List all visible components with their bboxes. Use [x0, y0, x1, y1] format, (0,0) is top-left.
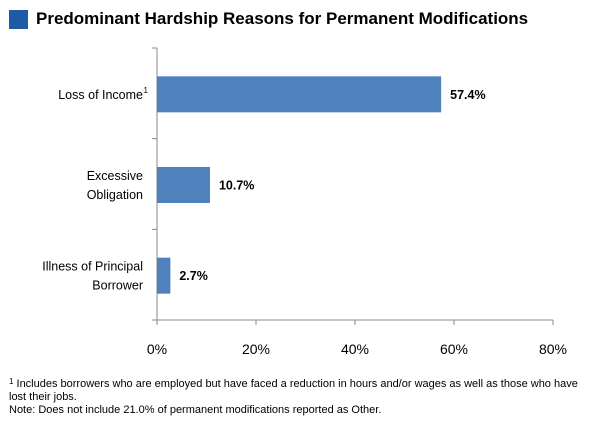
footnote-1: 1 Includes borrowers who are employed bu… [9, 378, 587, 404]
footnotes: 1 Includes borrowers who are employed bu… [9, 378, 587, 417]
category-label: Excessive [87, 169, 143, 183]
x-tick-label: 20% [242, 341, 270, 357]
footnote-2: Note: Does not include 21.0% of permanen… [9, 404, 382, 416]
chart-title: Predominant Hardship Reasons for Permane… [36, 9, 529, 28]
x-tick-label: 40% [341, 341, 369, 357]
title-marker [9, 10, 28, 29]
labels: 0% 20% 40% 60% 80% 57.4% Loss of Income 1 10.7% E… [42, 86, 567, 357]
data-label: 10.7% [219, 179, 254, 193]
data-label: 57.4% [450, 88, 485, 102]
category-label: Illness of Principal [42, 260, 143, 274]
x-tick-label: 0% [147, 341, 167, 357]
x-tick-label: 60% [440, 341, 468, 357]
category-footnote-marker: 1 [144, 86, 149, 95]
category-label: Borrower [92, 279, 143, 293]
bar [157, 167, 210, 203]
footnote-1-text: Includes borrowers who are employed but … [9, 378, 578, 403]
bars [157, 76, 442, 294]
footnote-1-marker: 1 [9, 377, 14, 386]
x-tick-label: 80% [539, 341, 567, 357]
bar [157, 257, 171, 294]
category-label: Loss of Income [58, 88, 143, 102]
category-label: Obligation [87, 188, 143, 202]
data-label: 2.7% [179, 269, 208, 283]
bar [157, 76, 442, 113]
